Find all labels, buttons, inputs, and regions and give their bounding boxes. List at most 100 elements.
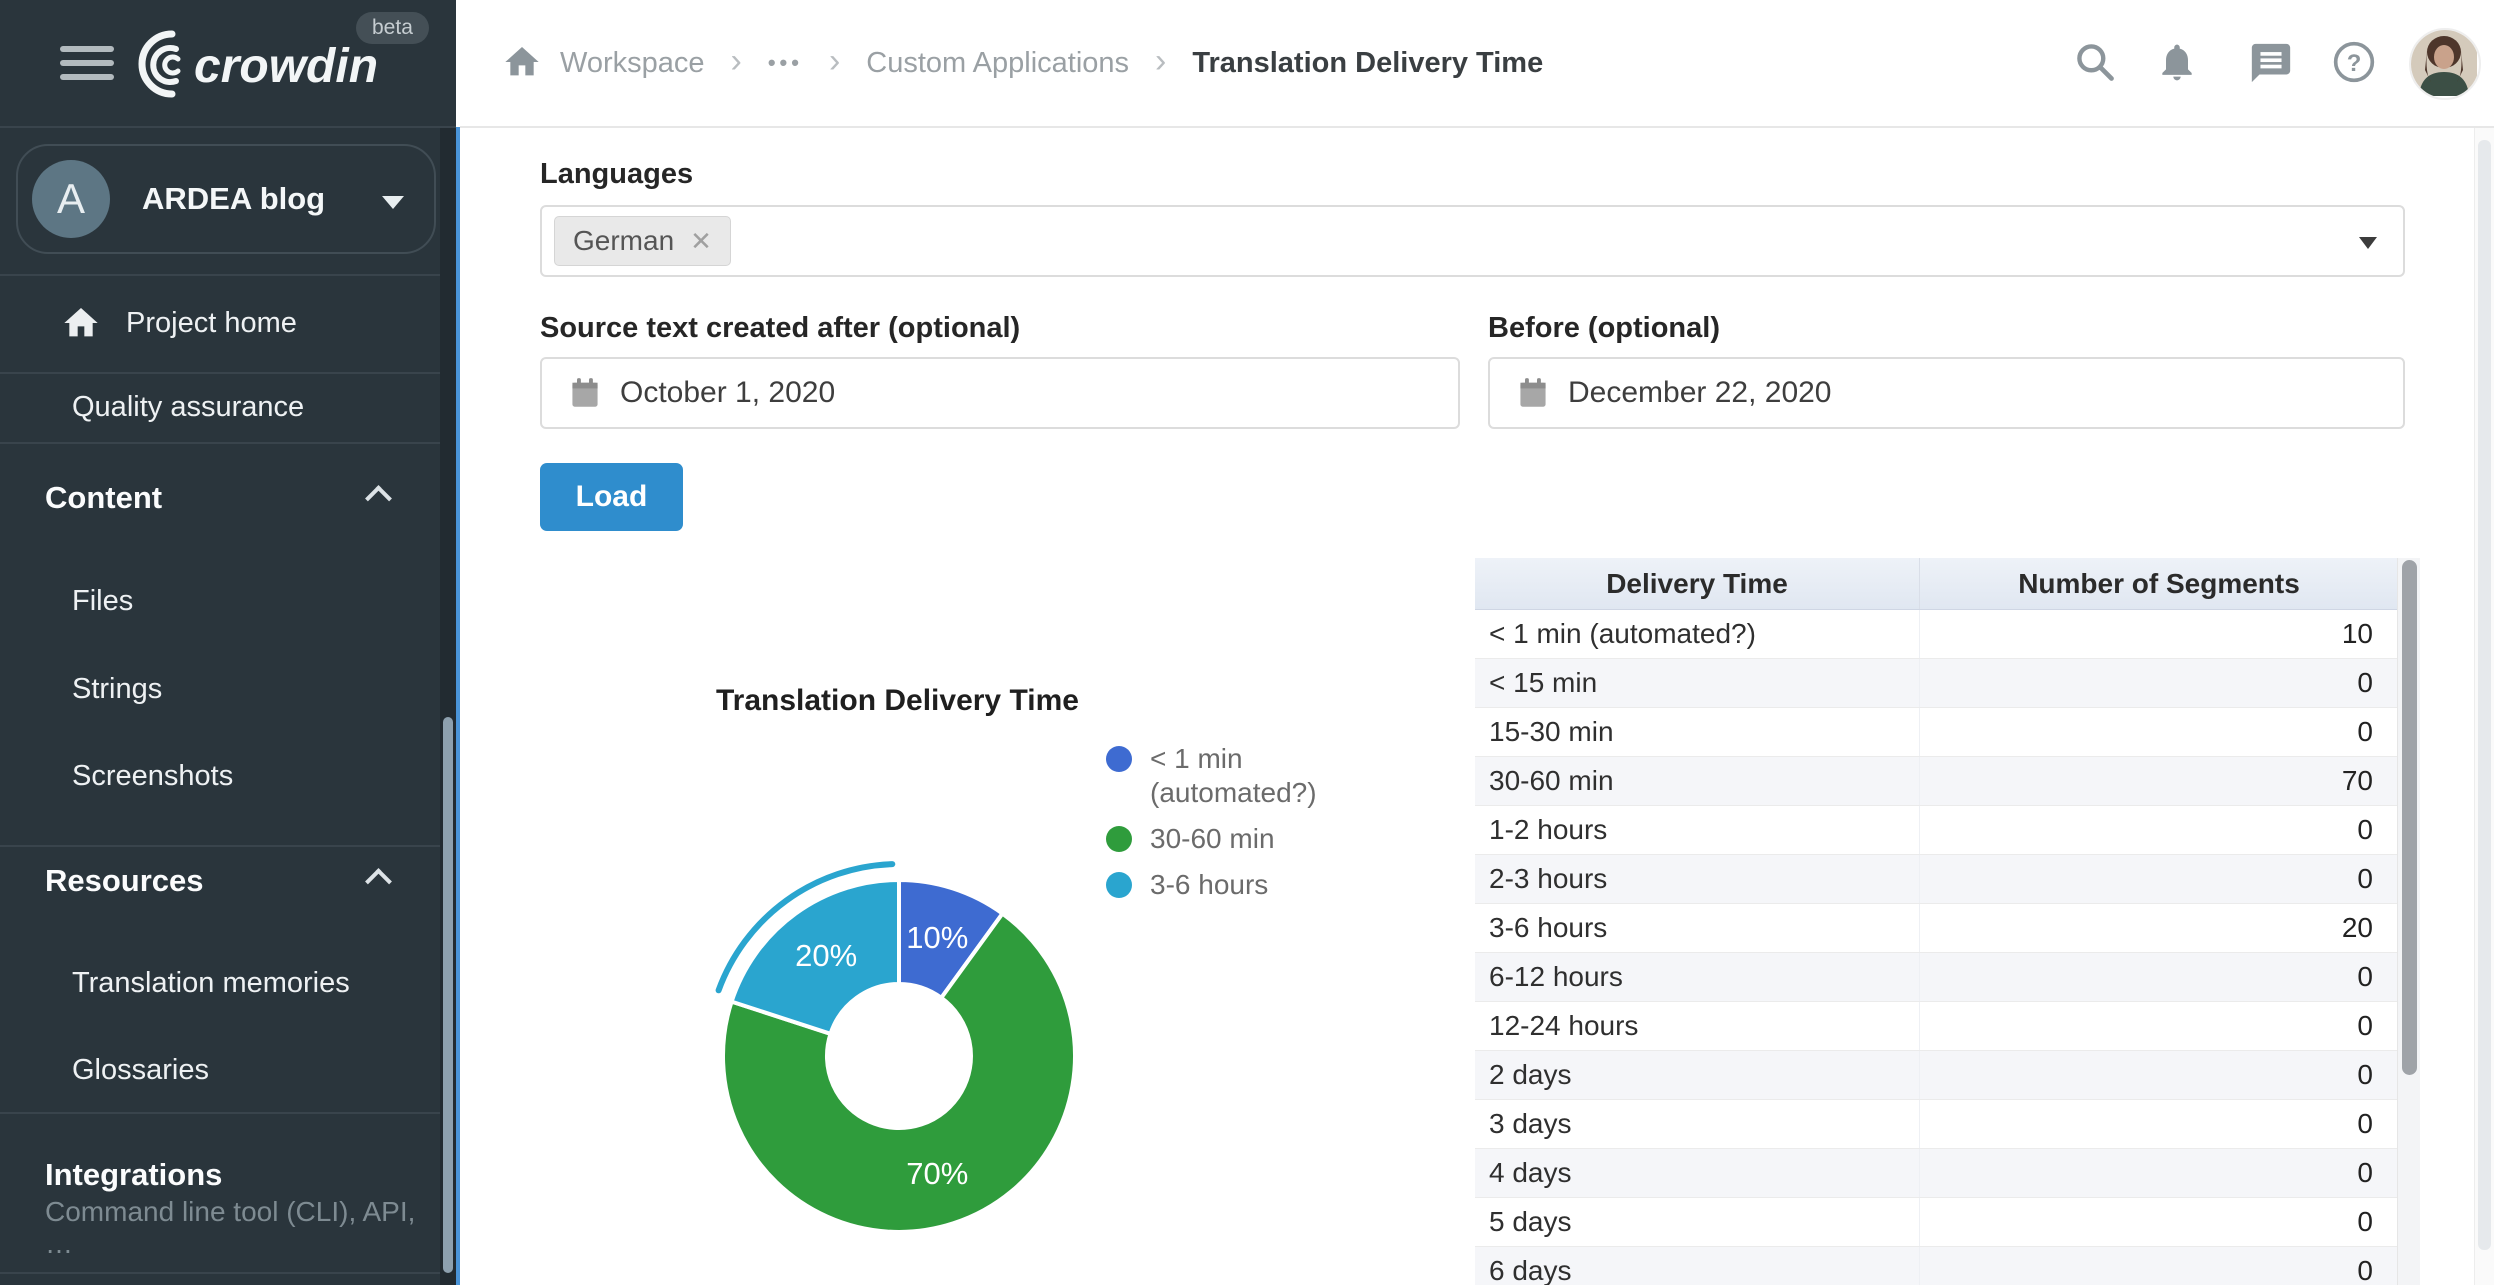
sidebar-item-label: Files (72, 585, 133, 618)
sidebar-accent-line (456, 127, 460, 1285)
project-name: ARDEA blog (142, 181, 325, 217)
sidebar-item-files[interactable]: Files (0, 571, 440, 631)
select-caret-icon (2359, 237, 2377, 249)
sidebar-item-quality-assurance[interactable]: Quality assurance (0, 374, 440, 440)
donut-chart: 10%70%20% (699, 856, 1099, 1256)
sidebar-item-strings[interactable]: Strings (0, 659, 440, 719)
divider (0, 1272, 456, 1274)
pie-label-1: 70% (906, 1156, 968, 1192)
table-row: 2 days0 (1475, 1051, 2420, 1100)
sidebar-item-screenshots[interactable]: Screenshots (0, 746, 440, 806)
legend-item-0[interactable]: < 1 min (automated?) (1106, 742, 1406, 810)
table-row: 3-6 hours20 (1475, 904, 2420, 953)
table-row: 1-2 hours0 (1475, 806, 2420, 855)
table-header: Delivery Time Number of Segments (1475, 558, 2420, 610)
date-before-label: Before (optional) (1488, 312, 1720, 345)
table-row: 5 days0 (1475, 1198, 2420, 1247)
help-icon[interactable]: ? (2332, 40, 2376, 84)
languages-label: Languages (540, 158, 693, 191)
date-before-value: December 22, 2020 (1568, 376, 1832, 410)
page-scroll-thumb[interactable] (2478, 140, 2491, 1250)
svg-text:?: ? (2347, 50, 2362, 77)
pie-label-0: 10% (906, 920, 968, 956)
table-row: 3 days0 (1475, 1100, 2420, 1149)
segments-count-cell: 0 (1920, 659, 2398, 707)
date-before-input[interactable]: December 22, 2020 (1488, 357, 2405, 429)
date-after-label: Source text created after (optional) (540, 312, 1020, 345)
sidebar-item-label: Translation memories (72, 967, 350, 1000)
sidebar-section-resources[interactable]: Resources (0, 851, 440, 911)
segments-count-cell: 0 (1920, 1247, 2398, 1285)
user-avatar[interactable] (2409, 28, 2481, 100)
segments-count-cell: 0 (1920, 1100, 2398, 1148)
beta-badge: beta (356, 12, 429, 44)
topbar: Workspace › ••• › Custom Applications › … (460, 0, 2494, 128)
date-after-value: October 1, 2020 (620, 376, 835, 410)
table-row: 6 days0 (1475, 1247, 2420, 1285)
table-scroll-thumb[interactable] (2402, 560, 2417, 1075)
caret-down-icon (382, 196, 404, 209)
chevron-up-icon (365, 868, 392, 895)
sidebar-item-translation-memories[interactable]: Translation memories (0, 953, 440, 1013)
breadcrumb-ellipsis[interactable]: ••• (768, 50, 803, 76)
languages-select[interactable]: German ✕ (540, 205, 2405, 277)
sidebar-section-content[interactable]: Content (0, 458, 440, 538)
language-tag: German ✕ (554, 216, 731, 266)
project-selector[interactable]: A ARDEA blog (16, 144, 436, 254)
sidebar-item-label: Strings (72, 673, 162, 706)
delivery-time-cell: 6-12 hours (1475, 953, 1920, 1001)
segments-count-cell: 0 (1920, 1149, 2398, 1197)
remove-language-icon[interactable]: ✕ (690, 226, 712, 257)
segments-count-cell: 0 (1920, 708, 2398, 756)
divider (0, 126, 456, 128)
table-row: 12-24 hours0 (1475, 1002, 2420, 1051)
chart-legend: < 1 min (automated?) 30-60 min 3-6 hours (1106, 742, 1406, 914)
notifications-bell-icon[interactable] (2155, 40, 2199, 84)
segments-count-cell: 0 (1920, 1051, 2398, 1099)
search-icon[interactable] (2073, 40, 2117, 84)
sidebar-item-project-home[interactable]: Project home (0, 276, 440, 370)
date-after-input[interactable]: October 1, 2020 (540, 357, 1460, 429)
delivery-time-cell: < 15 min (1475, 659, 1920, 707)
sidebar-item-glossaries[interactable]: Glossaries (0, 1040, 440, 1100)
legend-label: 30-60 min (1150, 822, 1380, 856)
table-row: 6-12 hours0 (1475, 953, 2420, 1002)
chevron-right-icon: › (731, 42, 742, 81)
calendar-icon (570, 377, 600, 409)
sidebar: crowdin beta A ARDEA blog Project home Q… (0, 0, 456, 1285)
table-header-number-of-segments: Number of Segments (1920, 558, 2398, 609)
chart-title: Translation Delivery Time (716, 684, 1079, 718)
sidebar-integrations-subtitle: Command line tool (CLI), API, … (0, 1203, 440, 1253)
legend-label: < 1 min (automated?) (1150, 742, 1380, 810)
breadcrumb: Workspace › ••• › Custom Applications › … (560, 0, 1543, 126)
project-avatar-letter: A (57, 175, 85, 223)
delivery-time-cell: 2-3 hours (1475, 855, 1920, 903)
language-tag-label: German (573, 225, 674, 257)
delivery-time-cell: 2 days (1475, 1051, 1920, 1099)
chevron-up-icon (365, 485, 392, 512)
sidebar-scroll-thumb[interactable] (443, 717, 453, 1273)
delivery-time-cell: 5 days (1475, 1198, 1920, 1246)
segments-count-cell: 0 (1920, 855, 2398, 903)
table-header-delivery-time: Delivery Time (1475, 558, 1920, 609)
messages-chat-icon[interactable] (2248, 40, 2294, 86)
legend-item-2[interactable]: 3-6 hours (1106, 868, 1406, 902)
hamburger-icon (60, 46, 114, 52)
segments-count-cell: 0 (1920, 953, 2398, 1001)
delivery-time-cell: < 1 min (automated?) (1475, 610, 1920, 658)
breadcrumb-workspace[interactable]: Workspace (560, 47, 705, 80)
table-row: 2-3 hours0 (1475, 855, 2420, 904)
chevron-right-icon: › (1155, 42, 1166, 81)
section-label: Content (45, 480, 162, 516)
legend-item-1[interactable]: 30-60 min (1106, 822, 1406, 856)
home-breadcrumb-icon[interactable] (502, 42, 542, 82)
table-row: < 15 min0 (1475, 659, 2420, 708)
legend-dot (1106, 826, 1132, 852)
breadcrumb-custom-applications[interactable]: Custom Applications (866, 47, 1129, 80)
divider (0, 442, 456, 444)
menu-button[interactable] (60, 46, 114, 82)
table-row: 15-30 min0 (1475, 708, 2420, 757)
delivery-time-cell: 4 days (1475, 1149, 1920, 1197)
load-button[interactable]: Load (540, 463, 683, 531)
segments-count-cell: 0 (1920, 806, 2398, 854)
